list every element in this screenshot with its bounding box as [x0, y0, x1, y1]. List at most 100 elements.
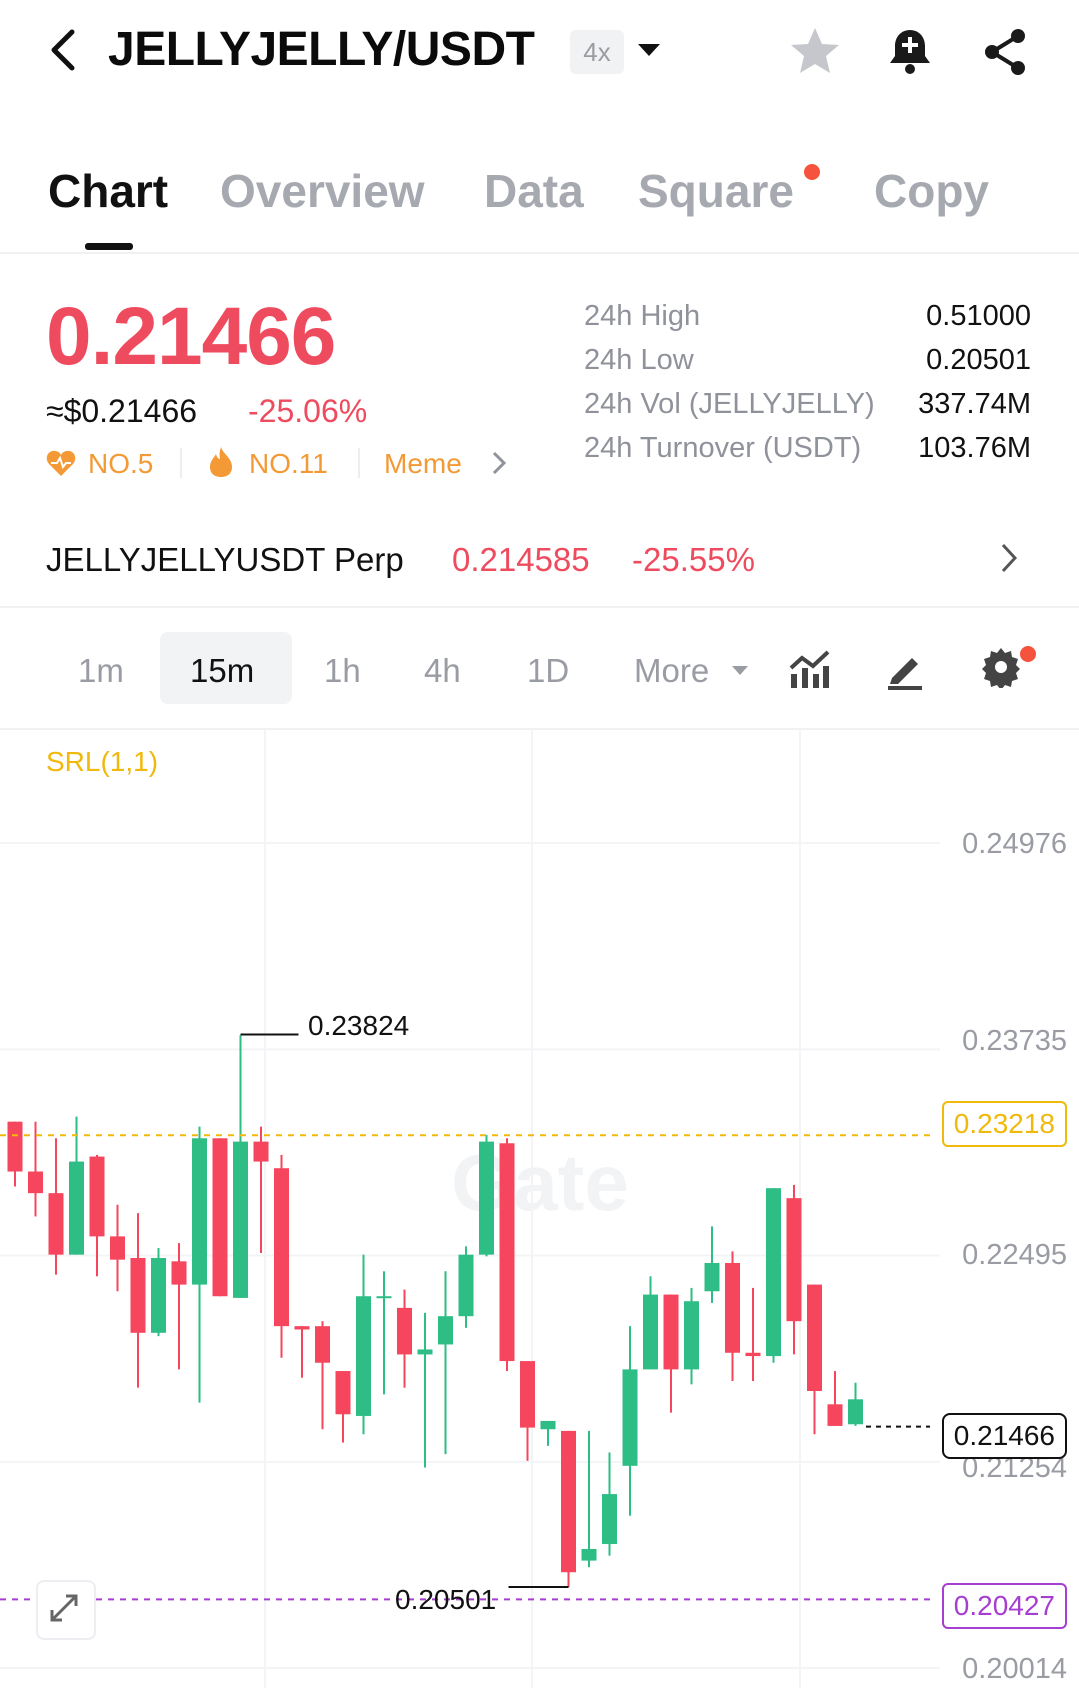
candle-down: [807, 1284, 822, 1392]
perp-name: JELLYJELLYUSDT Perp: [46, 541, 404, 578]
fire-icon: [210, 447, 232, 477]
candle-down: [745, 1352, 761, 1357]
candle-down: [253, 1141, 269, 1162]
interval-15m[interactable]: 15m: [190, 652, 255, 689]
candle-up: [438, 1316, 453, 1345]
tab-square[interactable]: Square: [638, 165, 794, 217]
chart-settings-gear-icon[interactable]: [980, 646, 1022, 688]
divider: [0, 606, 1079, 608]
last-price: 0.21466: [46, 291, 336, 382]
pair-dropdown-icon[interactable]: [638, 44, 660, 56]
interval-active-bg: [160, 632, 292, 704]
expand-arrows-icon: [50, 1594, 78, 1622]
interval-1m[interactable]: 1m: [78, 652, 124, 689]
candle-down: [212, 1138, 228, 1297]
favorite-star-icon[interactable]: [787, 24, 843, 80]
heart-icon: [46, 450, 76, 476]
y-axis-tick: 0.22495: [962, 1239, 1067, 1271]
candle-down: [89, 1156, 105, 1237]
rank-separator: [180, 448, 182, 478]
candle-down: [48, 1193, 64, 1255]
rank-separator: [358, 448, 360, 478]
tab-copy[interactable]: Copy: [874, 165, 989, 217]
watermark-logo: Gate: [451, 1138, 629, 1227]
stat-value-volume: 337.74M: [918, 388, 1031, 420]
price-change-percent: -25.06%: [248, 393, 368, 429]
candle-up: [704, 1262, 720, 1292]
stat-label-volume: 24h Vol (JELLYJELLY): [584, 388, 875, 420]
candle-up: [417, 1349, 433, 1355]
category-tag-meme[interactable]: Meme: [384, 448, 462, 479]
candle-up: [581, 1548, 597, 1561]
more-dropdown-icon[interactable]: [732, 666, 748, 675]
draw-pen-icon[interactable]: [884, 648, 926, 690]
high-price-label: 0.23824: [308, 1010, 410, 1041]
candle-down: [315, 1326, 330, 1363]
candle-down: [827, 1404, 843, 1426]
candle-up: [192, 1138, 207, 1285]
candle-down: [725, 1262, 740, 1353]
low-price-label: 0.20501: [395, 1584, 497, 1615]
candle-up: [622, 1369, 638, 1466]
candle-down: [397, 1307, 412, 1355]
candle-up: [376, 1296, 392, 1299]
candle-down: [274, 1168, 289, 1327]
candle-up: [684, 1301, 699, 1370]
price-alert-bell-icon[interactable]: [882, 24, 938, 80]
chevron-right-icon[interactable]: [998, 542, 1020, 574]
last-price-tag[interactable]: 0.21466: [941, 1413, 1067, 1459]
stat-label-turnover: 24h Turnover (USDT): [584, 432, 862, 464]
share-icon[interactable]: [978, 24, 1034, 80]
candle-up: [233, 1141, 248, 1298]
divider: [0, 728, 1079, 730]
candle-up: [540, 1420, 556, 1430]
candle-down: [171, 1261, 187, 1285]
tab-chart[interactable]: Chart: [48, 165, 169, 217]
candle-up: [766, 1188, 781, 1357]
srl-indicator-label[interactable]: SRL(1,1): [46, 746, 159, 777]
candle-up: [479, 1141, 494, 1255]
y-axis-tick: 0.24976: [962, 828, 1067, 860]
candle-up: [643, 1294, 658, 1370]
active-tab-indicator: [85, 243, 133, 250]
candle-up: [458, 1254, 474, 1317]
perp-change: -25.55%: [632, 541, 755, 578]
indicators-icon[interactable]: [788, 648, 830, 690]
y-axis-tick: 0.23735: [962, 1025, 1067, 1057]
candle-down: [130, 1257, 146, 1333]
perp-price: 0.214585: [452, 541, 590, 578]
rank-badge-1[interactable]: NO.5: [88, 448, 154, 479]
candles: [7, 1035, 863, 1588]
back-arrow-icon[interactable]: [44, 26, 84, 74]
rank-badge-2[interactable]: NO.11: [249, 448, 328, 479]
candle-down: [561, 1430, 576, 1573]
candle-down: [335, 1371, 351, 1415]
y-axis-tick: 0.20014: [962, 1653, 1067, 1685]
stat-label-high: 24h High: [584, 300, 701, 332]
srl-lower-price-tag: 0.20427: [941, 1583, 1067, 1629]
fullscreen-button[interactable]: [36, 1580, 96, 1640]
candle-down: [28, 1171, 43, 1194]
interval-1h[interactable]: 1h: [324, 652, 361, 689]
interval-1d[interactable]: 1D: [527, 652, 570, 689]
pair-title[interactable]: JELLYJELLY/USDT: [108, 23, 535, 76]
candle-up: [848, 1399, 863, 1425]
interval-more[interactable]: More: [634, 652, 710, 689]
candle-down: [7, 1121, 23, 1172]
tab-data[interactable]: Data: [484, 165, 584, 217]
candle-down: [786, 1198, 802, 1322]
candle-down: [499, 1143, 515, 1362]
candle-down: [520, 1361, 535, 1428]
tab-overview[interactable]: Overview: [220, 165, 425, 217]
stat-value-low: 0.20501: [926, 344, 1031, 376]
interval-4h[interactable]: 4h: [424, 652, 461, 689]
candle-down: [110, 1236, 125, 1260]
stat-value-high: 0.51000: [926, 300, 1031, 332]
chevron-right-icon[interactable]: [490, 450, 508, 476]
candlestick-chart[interactable]: Gate: [0, 730, 1079, 1688]
divider: [0, 252, 1079, 254]
settings-notification-dot: [1020, 646, 1036, 662]
candle-up: [602, 1494, 617, 1544]
square-notification-dot: [804, 164, 820, 180]
leverage-badge: 4x: [570, 30, 624, 74]
